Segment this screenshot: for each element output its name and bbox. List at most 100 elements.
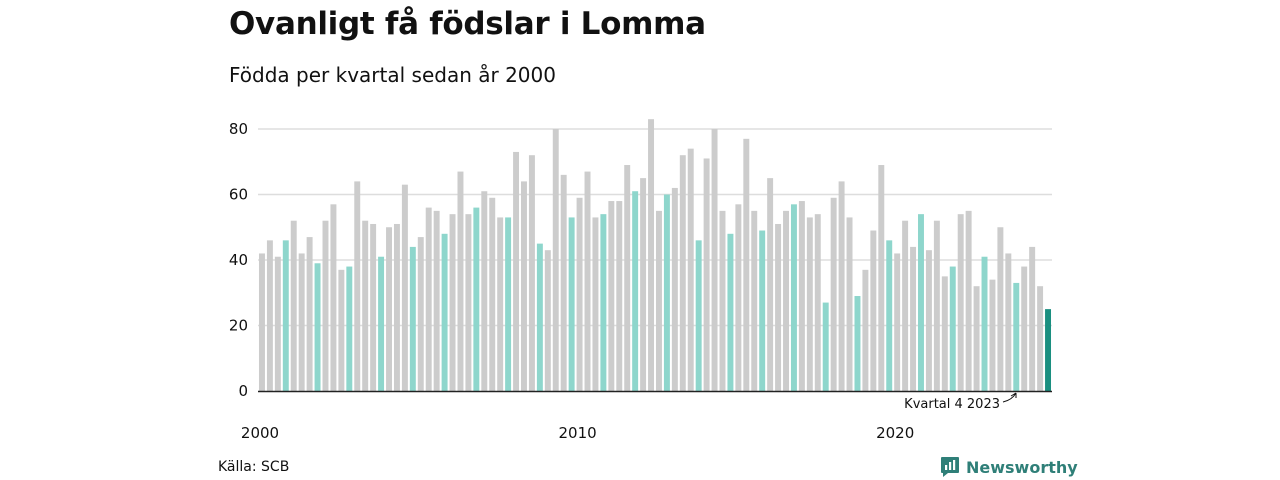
bar-2023-q4: [1013, 282, 1020, 391]
bar-2006-q1: [449, 214, 456, 391]
bar-2007-q3: [497, 217, 504, 391]
bar-2007-q4: [505, 217, 512, 391]
bar-2020-q1: [894, 253, 901, 391]
bar-2014-q1: [703, 158, 710, 391]
bar-2021-q4: [949, 266, 956, 391]
bar-2002-q3: [338, 269, 345, 391]
bar-2004-q1: [386, 227, 392, 391]
bar-2001-q2: [298, 253, 305, 391]
bar-2021-q3: [941, 276, 948, 391]
bar-2006-q3: [465, 214, 472, 391]
bar-2019-q3: [878, 165, 885, 391]
bar-2014-q4: [727, 233, 734, 391]
bar-2021-q2: [933, 220, 940, 391]
bar-2002-q4: [346, 266, 353, 391]
bar-2020-q3: [910, 246, 917, 391]
bar-2010-q1: [576, 197, 583, 391]
bar-2020-q2: [902, 220, 909, 391]
bar-2016-q3: [783, 210, 789, 391]
bar-2015-q3: [751, 210, 758, 391]
bar-2016-q1: [767, 178, 774, 391]
chart-title: Ovanligt få födslar i Lomma: [229, 6, 706, 42]
bar-2019-q4: [886, 240, 893, 391]
bar-2007-q2: [489, 197, 496, 391]
y-tick-0: 0: [238, 382, 248, 400]
bar-2000-q4: [282, 240, 289, 391]
annotation-arrow: [1002, 392, 1017, 403]
y-tick-40: 40: [229, 251, 248, 269]
bar-2001-q1: [290, 220, 297, 391]
annotation-label: Kvartal 4 2023: [904, 397, 1000, 412]
bar-2009-q3: [560, 174, 567, 391]
bar-2000-q2: [266, 240, 273, 391]
x-tick-2010: 2010: [559, 424, 597, 442]
bar-2005-q4: [441, 233, 448, 391]
bar-2018-q3: [846, 217, 853, 391]
bar-2014-q2: [711, 129, 718, 391]
bar-2017-q4: [822, 302, 829, 391]
bar-2004-q3: [401, 184, 408, 391]
bar-2018-q2: [838, 181, 845, 391]
bar-2017-q3: [814, 214, 821, 391]
bar-2002-q1: [322, 220, 329, 391]
bar-2011-q3: [624, 165, 631, 391]
bar-2015-q4: [759, 230, 766, 391]
bar-2006-q4: [473, 207, 480, 391]
bar-2008-q3: [528, 155, 535, 391]
bar-2010-q3: [592, 217, 599, 391]
bar-2024-q4: [1045, 309, 1052, 391]
bar-2001-q4: [314, 263, 321, 391]
bar-2023-q2: [997, 227, 1004, 391]
bar-2004-q4: [409, 246, 416, 391]
bar-2003-q2: [362, 220, 369, 391]
bar-2022-q2: [965, 210, 972, 391]
x-tick-2020: 2020: [876, 424, 914, 442]
x-tick-2000: 2000: [241, 424, 279, 442]
bar-2024-q2: [1029, 246, 1036, 391]
y-tick-80: 80: [229, 120, 248, 138]
bar-2013-q4: [695, 240, 702, 391]
y-tick-labels: 0 20 40 60 80: [229, 120, 248, 400]
y-tick-60: 60: [229, 186, 248, 204]
bar-2010-q2: [584, 171, 591, 391]
bar-2004-q2: [393, 223, 400, 391]
annotation: Kvartal 4 2023: [904, 392, 1017, 412]
bar-2017-q1: [798, 201, 805, 391]
bar-2018-q4: [854, 296, 861, 391]
bar-2017-q2: [806, 217, 813, 391]
bar-2003-q4: [378, 256, 385, 391]
bars: [258, 119, 1052, 392]
bar-2012-q4: [663, 194, 670, 391]
bar-2012-q3: [655, 210, 662, 391]
chart-subtitle: Födda per kvartal sedan år 2000: [229, 63, 556, 87]
bar-2023-q3: [1005, 253, 1012, 391]
bar-2018-q1: [830, 197, 837, 391]
bar-2010-q4: [600, 214, 607, 391]
bar-2013-q2: [679, 155, 686, 391]
brand-name: Newsworthy: [966, 457, 1078, 477]
bar-2009-q2: [552, 129, 559, 391]
brand-logo: Newsworthy: [940, 455, 1078, 479]
bar-2022-q1: [957, 214, 964, 391]
bar-2008-q2: [521, 181, 527, 391]
bar-2019-q1: [862, 269, 869, 391]
bar-2006-q2: [457, 171, 464, 391]
bar-2014-q3: [719, 210, 726, 391]
bar-2024-q1: [1021, 266, 1028, 391]
bar-2012-q1: [640, 178, 647, 391]
bar-2023-q1: [989, 279, 996, 391]
bar-2022-q3: [973, 286, 980, 391]
bar-2013-q1: [671, 187, 678, 391]
bar-2009-q1: [544, 250, 551, 391]
bar-2011-q1: [608, 201, 615, 391]
bar-2009-q4: [568, 217, 575, 391]
gridlines: [258, 128, 1052, 327]
bar-2008-q1: [513, 151, 520, 391]
bar-2003-q3: [370, 223, 377, 391]
bar-2005-q3: [433, 210, 440, 391]
bar-2012-q2: [648, 119, 655, 392]
bar-2015-q1: [735, 204, 742, 391]
bar-2022-q4: [981, 256, 988, 391]
newsworthy-logo-icon: [941, 457, 959, 477]
bar-2005-q2: [425, 207, 432, 391]
